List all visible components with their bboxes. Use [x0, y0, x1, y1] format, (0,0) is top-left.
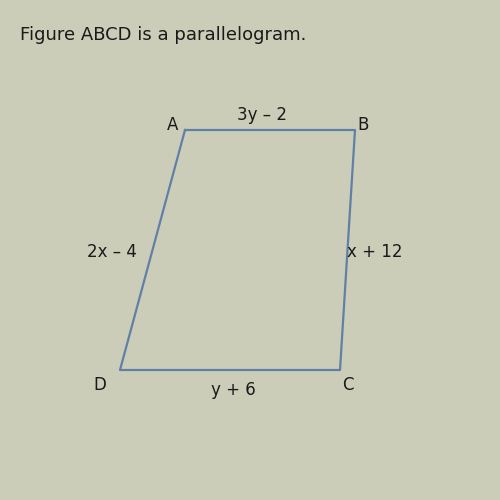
Text: A: A — [168, 116, 178, 134]
Text: y + 6: y + 6 — [210, 381, 256, 399]
Text: B: B — [358, 116, 368, 134]
Text: 3y – 2: 3y – 2 — [237, 106, 287, 124]
Text: D: D — [94, 376, 106, 394]
Text: 2x – 4: 2x – 4 — [87, 243, 137, 261]
Text: C: C — [342, 376, 354, 394]
Text: x + 12: x + 12 — [347, 243, 403, 261]
Text: Figure ABCD is a parallelogram.: Figure ABCD is a parallelogram. — [20, 26, 306, 44]
